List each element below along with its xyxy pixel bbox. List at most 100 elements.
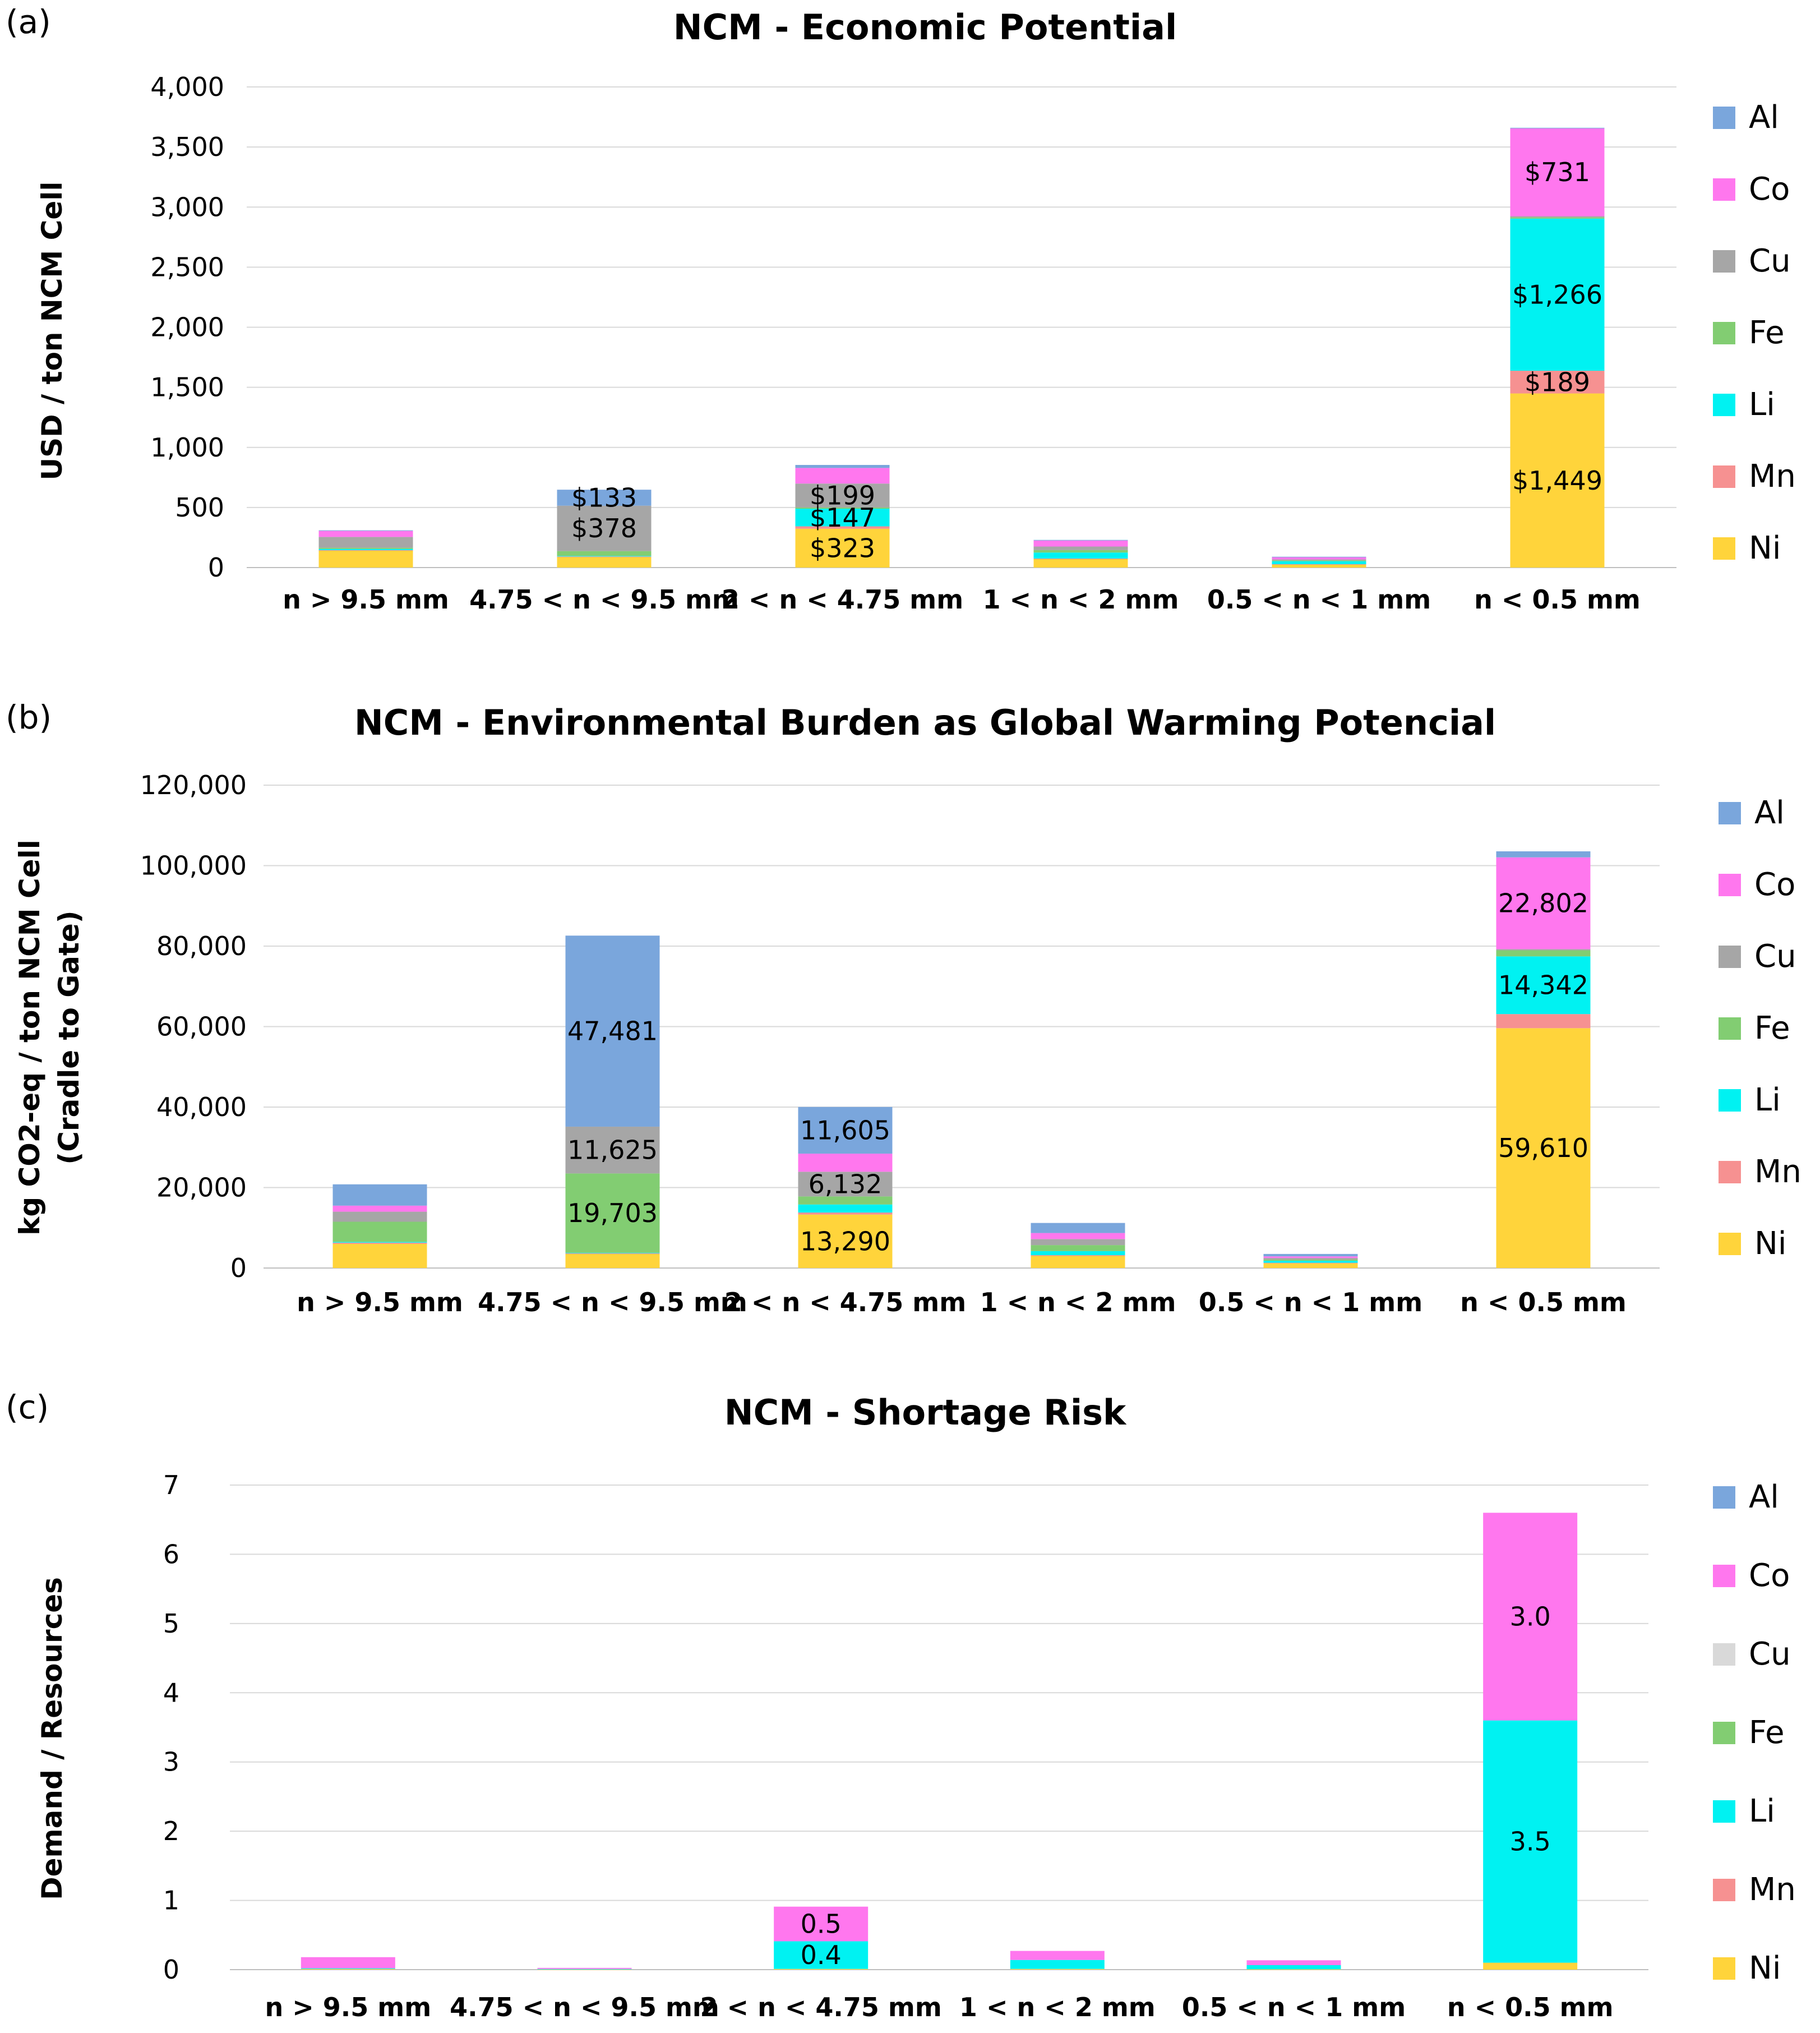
panel-letter: (c) bbox=[6, 1388, 49, 1426]
panel-b-global-warming-potential: (b) NCM - Environmental Burden as Global… bbox=[0, 695, 1820, 1352]
bar-segment-mn bbox=[332, 1242, 427, 1244]
legend-a: Al Co Cu Fe Li Mn Ni bbox=[1713, 95, 1819, 600]
bar-segment-li bbox=[1510, 218, 1605, 371]
bar-segment-ni bbox=[318, 551, 413, 568]
bar-segment-li bbox=[318, 548, 413, 550]
legend-label: Cu bbox=[1749, 243, 1791, 279]
legend-item-al: Al bbox=[1719, 791, 1820, 836]
panel-c-shortage-risk: (c) NCM - Shortage Risk 0 1 2 3 4 5 6 7 Demand /… bbox=[0, 1385, 1820, 2033]
legend-item-fe: Fe bbox=[1719, 1006, 1820, 1051]
bar-segment-fe bbox=[1031, 1245, 1125, 1251]
bar-segment-co bbox=[1272, 557, 1366, 560]
legend-swatch bbox=[1719, 1017, 1741, 1040]
bar-segment-ni bbox=[1263, 1263, 1358, 1268]
y-tick-label: 3,000 bbox=[150, 192, 224, 222]
bar-segment-ni bbox=[798, 1214, 893, 1268]
legend-swatch bbox=[1713, 1957, 1735, 1980]
legend-label: Co bbox=[1749, 1557, 1790, 1594]
bar-segment-fe bbox=[557, 551, 652, 556]
data-label: 22,802 bbox=[1498, 888, 1588, 919]
x-category-label: 4.75 < n < 9.5 mm bbox=[469, 584, 739, 615]
x-category-label: n < 0.5 mm bbox=[1447, 1992, 1614, 2022]
bar-segment-li bbox=[795, 509, 890, 527]
bar-segment-ni bbox=[301, 1969, 395, 1970]
data-label: 13,290 bbox=[800, 1226, 890, 1256]
y-axis-label: Demand / Resources bbox=[36, 1577, 68, 1900]
bar-segment-li bbox=[1031, 1251, 1125, 1256]
legend-b: Al Co Cu Fe Li Mn Ni bbox=[1719, 791, 1819, 1296]
bar-segment-mn bbox=[1272, 564, 1366, 565]
y-tick-label: 20,000 bbox=[156, 1173, 247, 1203]
legend-label: Li bbox=[1749, 1793, 1775, 1829]
y-tick-label: 40,000 bbox=[156, 1092, 247, 1122]
bar-segment-cu bbox=[1510, 216, 1605, 218]
bar-segment-cu bbox=[1031, 1239, 1125, 1246]
y-tick-label: 0 bbox=[163, 1954, 179, 1985]
bar-segment-mn bbox=[1496, 1014, 1591, 1029]
bar-segment-co bbox=[795, 468, 890, 484]
legend-swatch bbox=[1713, 537, 1735, 560]
legend-swatch bbox=[1713, 178, 1735, 201]
legend-item-fe: Fe bbox=[1713, 311, 1820, 356]
bar-segment-li bbox=[798, 1204, 893, 1213]
y-tick-label: 100,000 bbox=[140, 851, 247, 881]
bar-segment-li bbox=[1010, 1960, 1105, 1969]
legend-label: Fe bbox=[1749, 315, 1785, 351]
legend-label: Mn bbox=[1754, 1154, 1801, 1190]
data-label: 59,610 bbox=[1498, 1133, 1588, 1163]
bar-segment-cu bbox=[565, 1126, 660, 1174]
legend-item-co: Co bbox=[1713, 1553, 1820, 1598]
x-category-label: n > 9.5 mm bbox=[265, 1992, 431, 2022]
bar-segment-fe bbox=[798, 1196, 893, 1205]
x-category-label: 2 < n < 4.75 mm bbox=[724, 1287, 966, 1317]
legend-item-li: Li bbox=[1713, 382, 1820, 427]
y-axis-label: kg CO2-eq / ton NCM Cell bbox=[13, 840, 46, 1236]
bar-segment-co bbox=[1483, 1513, 1578, 1721]
bar-segment-mn bbox=[318, 550, 413, 551]
legend-swatch bbox=[1713, 1486, 1735, 1509]
legend-swatch bbox=[1719, 874, 1741, 896]
data-label: 0.4 bbox=[801, 1940, 842, 1970]
bar-segment-co bbox=[1496, 857, 1591, 949]
legend-label: Li bbox=[1749, 386, 1775, 423]
bar-segment-fe bbox=[1033, 550, 1128, 553]
x-category-label: n < 0.5 mm bbox=[1474, 584, 1641, 615]
y-tick-label: 1,000 bbox=[150, 432, 224, 463]
legend-item-mn: Mn bbox=[1719, 1150, 1820, 1195]
data-label: 19,703 bbox=[567, 1198, 658, 1228]
legend-item-ni: Ni bbox=[1713, 1946, 1820, 1991]
legend-label: Ni bbox=[1749, 1950, 1781, 1986]
bar-segment-co bbox=[1033, 540, 1128, 547]
x-category-label: 0.5 < n < 1 mm bbox=[1207, 584, 1431, 615]
bar-segment-co bbox=[774, 1906, 869, 1942]
legend-item-ni: Ni bbox=[1713, 526, 1820, 571]
data-label: $1,449 bbox=[1512, 465, 1602, 496]
bar-segment-al bbox=[1033, 540, 1128, 541]
data-label: $1,266 bbox=[1512, 279, 1602, 310]
bar-segment-ni bbox=[795, 528, 890, 568]
y-tick-label: 500 bbox=[175, 492, 224, 523]
x-category-label: 2 < n < 4.75 mm bbox=[700, 1992, 942, 2022]
legend-label: Cu bbox=[1754, 938, 1796, 975]
bar-segment-cu bbox=[1496, 949, 1591, 951]
data-label: 0.5 bbox=[801, 1909, 842, 1939]
bar-segment-li bbox=[774, 1941, 869, 1969]
legend-label: Co bbox=[1749, 171, 1790, 208]
bar-segment-ni bbox=[1246, 1969, 1341, 1970]
bar-segment-fe bbox=[1510, 217, 1605, 219]
legend-swatch bbox=[1719, 1089, 1741, 1112]
bar-segment-co bbox=[1031, 1233, 1125, 1239]
bar-segment-fe bbox=[1263, 1259, 1358, 1261]
y-tick-label: 2,000 bbox=[150, 312, 224, 343]
bar-segment-mn bbox=[1031, 1255, 1125, 1256]
bar-segment-mn bbox=[795, 526, 890, 529]
bar-segment-co bbox=[537, 1967, 632, 1969]
bar-segment-co bbox=[798, 1154, 893, 1172]
legend-swatch bbox=[1713, 107, 1735, 129]
legend-item-cu: Cu bbox=[1713, 239, 1820, 284]
bar-segment-mn bbox=[798, 1213, 893, 1215]
bar-segment-cu bbox=[1263, 1258, 1358, 1260]
legend-swatch bbox=[1713, 1722, 1735, 1744]
bar-segment-ni bbox=[1033, 559, 1128, 568]
legend-item-al: Al bbox=[1713, 1475, 1820, 1520]
